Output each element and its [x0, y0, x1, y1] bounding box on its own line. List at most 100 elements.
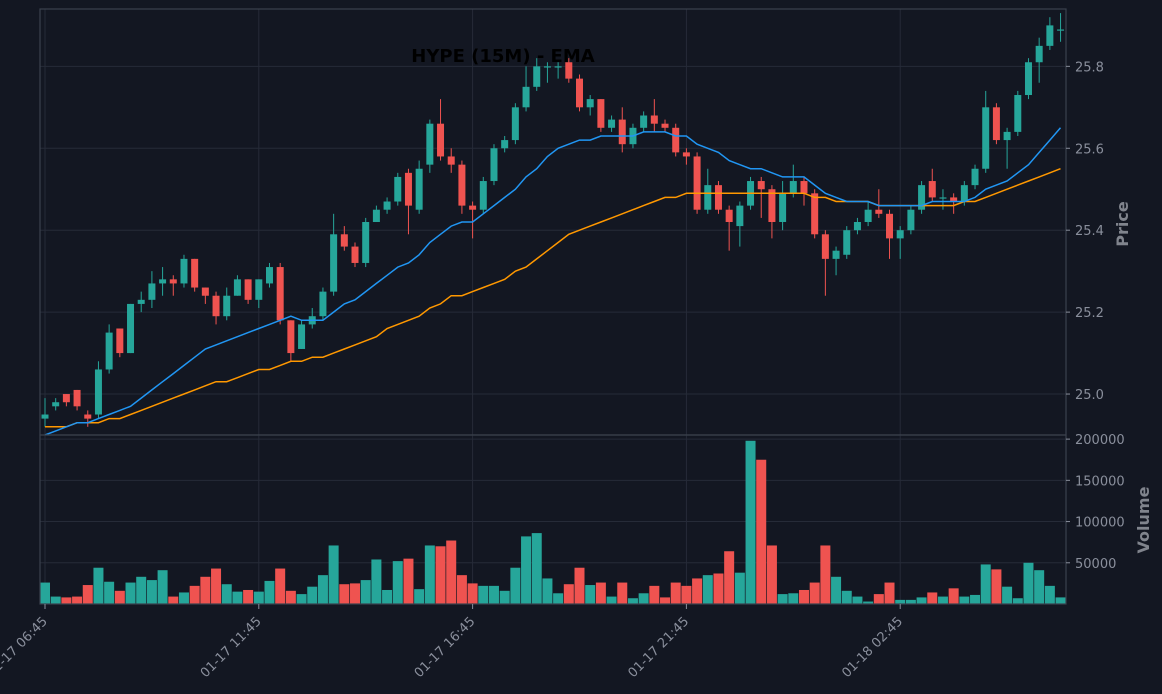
- volume-bar: [61, 597, 72, 604]
- volume-bar: [1055, 597, 1066, 604]
- volume-bar: [991, 569, 1002, 604]
- volume-bar: [382, 589, 393, 604]
- volume-bar: [702, 575, 713, 604]
- candle-down: [672, 123, 680, 157]
- candle-body: [41, 414, 49, 419]
- volume-bar: [146, 580, 157, 604]
- volume-bar: [1044, 585, 1055, 604]
- candle-body: [415, 168, 423, 210]
- candle-body: [896, 230, 904, 239]
- candle-body: [811, 193, 819, 235]
- volume-bar: [563, 584, 574, 604]
- candle-down: [565, 58, 573, 83]
- candle-body: [907, 209, 915, 231]
- volume-bar: [446, 540, 457, 604]
- volume-bar: [488, 585, 499, 604]
- candle-up: [94, 361, 102, 419]
- candle-up: [41, 398, 49, 427]
- price-tick-label: 25.6: [1075, 142, 1104, 157]
- volume-bar: [574, 567, 585, 604]
- candle-up: [522, 66, 530, 112]
- candle-up: [383, 197, 391, 214]
- candle-down: [244, 279, 252, 304]
- volume-bar: [531, 533, 542, 604]
- volume-bar: [178, 592, 189, 604]
- candle-body: [640, 115, 648, 128]
- volume-bar: [606, 596, 617, 604]
- candle-down: [992, 103, 1000, 145]
- candle-down: [682, 148, 690, 165]
- volume-bar: [927, 592, 938, 604]
- candle-body: [458, 164, 466, 206]
- candle-body: [597, 99, 605, 128]
- candle-body: [362, 222, 370, 263]
- candle-body: [330, 234, 338, 292]
- candle-body: [779, 193, 787, 222]
- volume-bar: [40, 582, 50, 604]
- candle-body: [276, 267, 284, 321]
- candle-body: [244, 279, 252, 300]
- candle-body: [971, 168, 979, 186]
- candle-down: [212, 291, 220, 325]
- candle-up: [265, 262, 273, 288]
- candle-body: [832, 250, 840, 259]
- volume-bar: [713, 573, 724, 604]
- candle-body: [918, 185, 926, 210]
- volume-bar: [873, 594, 884, 604]
- volume-bar: [392, 561, 403, 604]
- candle-body: [105, 332, 113, 370]
- volume-bars: [40, 440, 1066, 604]
- candle-body: [768, 189, 776, 222]
- candle-up: [533, 58, 541, 91]
- price-grid: [40, 9, 1066, 435]
- candle-up: [832, 246, 840, 276]
- candle-body: [1003, 131, 1011, 141]
- volume-bar: [221, 584, 232, 604]
- volume-bar: [467, 583, 478, 604]
- volume-panel: 50000 100000 150000 200000 Volume: [39, 433, 1153, 605]
- volume-bar: [595, 582, 606, 604]
- candle-body: [682, 152, 690, 157]
- candle-body: [201, 287, 209, 296]
- volume-bar: [863, 601, 874, 604]
- candle-up: [1014, 90, 1022, 136]
- candle-down: [950, 193, 958, 214]
- candle-down: [576, 74, 583, 112]
- candle-body: [319, 291, 327, 317]
- candle-body: [1014, 95, 1022, 132]
- candle-body: [479, 181, 487, 210]
- candle-down: [875, 189, 883, 218]
- volume-bar: [285, 590, 296, 604]
- candle-body: [73, 389, 81, 407]
- candle-up: [704, 168, 712, 214]
- volume-bar: [72, 596, 83, 604]
- candle-body: [62, 394, 70, 403]
- volume-bar: [884, 582, 895, 604]
- candle-up: [372, 205, 380, 222]
- volume-bar: [777, 594, 788, 604]
- candle-body: [864, 209, 872, 222]
- candle-down: [116, 328, 124, 358]
- candle-up: [1057, 13, 1065, 42]
- chart-title: HYPE (15M) - EMA: [411, 46, 594, 67]
- candle-down: [437, 99, 445, 161]
- volume-bar: [692, 578, 703, 604]
- volume-bar: [916, 597, 927, 604]
- volume-bar: [296, 594, 307, 604]
- volume-grid: [40, 435, 1066, 604]
- candle-up: [137, 291, 145, 313]
- volume-bar: [980, 564, 991, 604]
- candle-down: [62, 394, 70, 407]
- volume-bar: [478, 585, 489, 604]
- candle-up: [52, 398, 60, 411]
- volume-bar: [275, 568, 286, 604]
- candle-down: [650, 99, 658, 132]
- volume-bar: [1023, 562, 1034, 604]
- candle-body: [394, 176, 402, 202]
- candle-body: [169, 279, 177, 284]
- candle-up: [223, 287, 231, 321]
- volume-bar: [1002, 586, 1013, 604]
- candle-body: [939, 197, 947, 199]
- candle-body: [84, 414, 92, 419]
- candle-body: [843, 230, 851, 255]
